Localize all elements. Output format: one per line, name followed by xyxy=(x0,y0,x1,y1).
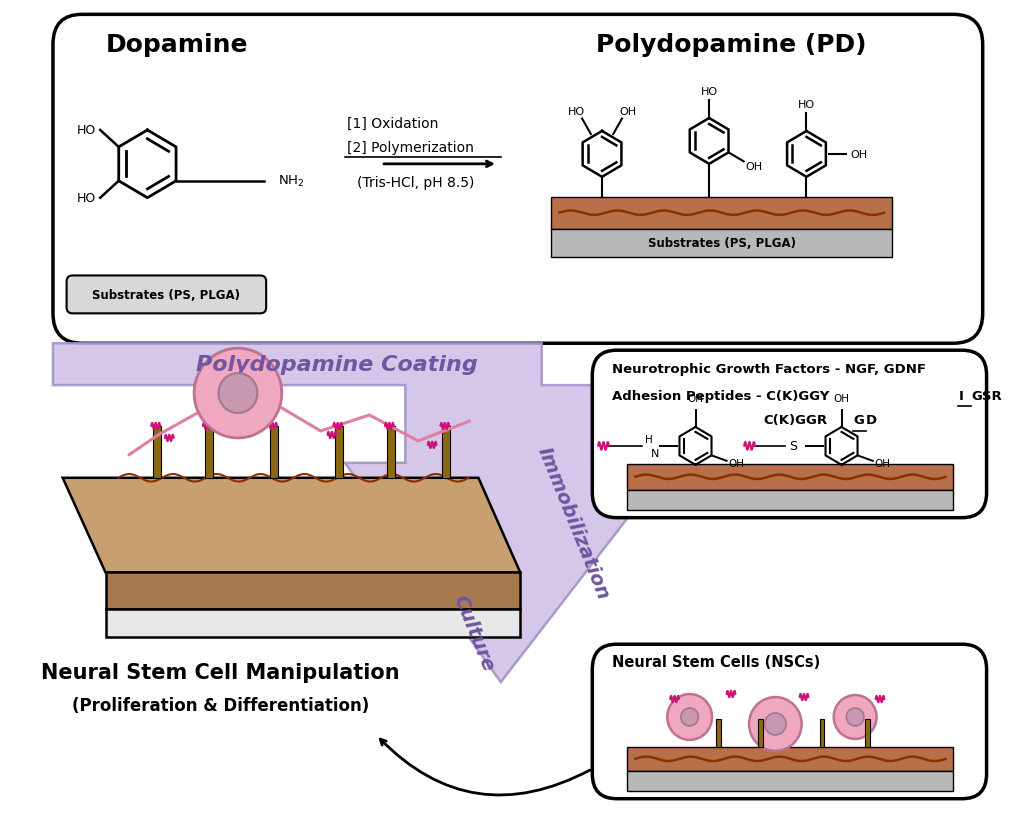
Text: OH: OH xyxy=(728,458,744,469)
Circle shape xyxy=(668,694,712,740)
Bar xyxy=(717,719,721,747)
Text: Immobilization: Immobilization xyxy=(534,444,612,602)
Text: D: D xyxy=(866,414,877,427)
Bar xyxy=(628,465,953,490)
Text: OH: OH xyxy=(620,107,637,117)
Text: Polydopamine (PD): Polydopamine (PD) xyxy=(596,33,866,57)
Bar xyxy=(865,719,870,747)
Polygon shape xyxy=(105,573,520,609)
Polygon shape xyxy=(105,609,520,638)
Circle shape xyxy=(834,696,877,739)
Text: S: S xyxy=(788,440,797,453)
Text: OH: OH xyxy=(745,161,763,171)
FancyBboxPatch shape xyxy=(592,644,986,799)
Text: Polydopamine Coating: Polydopamine Coating xyxy=(196,354,478,375)
Circle shape xyxy=(749,697,802,751)
FancyBboxPatch shape xyxy=(592,351,986,518)
Text: [1] Oxidation: [1] Oxidation xyxy=(347,117,438,131)
Text: HO: HO xyxy=(567,107,585,117)
Bar xyxy=(387,426,394,479)
Bar xyxy=(759,719,763,747)
Bar xyxy=(551,229,892,258)
Bar xyxy=(819,719,824,747)
Bar xyxy=(628,747,953,771)
Bar xyxy=(551,198,892,229)
Bar xyxy=(270,426,278,479)
Circle shape xyxy=(681,708,698,726)
Text: Substrates (PS, PLGA): Substrates (PS, PLGA) xyxy=(92,288,240,301)
Bar xyxy=(628,490,953,510)
Text: Adhesion Peptides - C(K)GGY: Adhesion Peptides - C(K)GGY xyxy=(611,389,829,402)
Text: N: N xyxy=(650,448,658,459)
Text: H: H xyxy=(645,435,652,445)
Text: C(K)GGR: C(K)GGR xyxy=(764,414,827,427)
FancyBboxPatch shape xyxy=(67,276,266,314)
Text: Substrates (PS, PLGA): Substrates (PS, PLGA) xyxy=(648,237,796,250)
Bar xyxy=(628,771,953,791)
Text: OH: OH xyxy=(850,150,867,160)
Polygon shape xyxy=(62,479,520,573)
Text: G: G xyxy=(853,414,864,427)
Circle shape xyxy=(195,349,282,438)
Text: Culture: Culture xyxy=(450,591,498,673)
Polygon shape xyxy=(53,344,670,682)
Text: (Tris-HCl, pH 8.5): (Tris-HCl, pH 8.5) xyxy=(356,176,474,190)
Circle shape xyxy=(218,373,257,413)
Text: OH: OH xyxy=(874,458,891,469)
Text: NH$_2$: NH$_2$ xyxy=(279,174,305,189)
Text: OH: OH xyxy=(834,393,850,403)
Text: GSR: GSR xyxy=(971,389,1001,402)
Text: HO: HO xyxy=(77,192,96,205)
Circle shape xyxy=(765,713,786,735)
FancyBboxPatch shape xyxy=(53,16,983,344)
Bar xyxy=(442,426,451,479)
Bar xyxy=(335,426,343,479)
Bar xyxy=(154,426,161,479)
Text: (Proliferation & Differentiation): (Proliferation & Differentiation) xyxy=(72,696,369,715)
Text: HO: HO xyxy=(700,87,718,97)
Text: Neural Stem Cells (NSCs): Neural Stem Cells (NSCs) xyxy=(611,654,820,669)
Circle shape xyxy=(847,708,864,726)
Text: HO: HO xyxy=(798,100,815,110)
Text: I: I xyxy=(958,389,964,402)
Text: HO: HO xyxy=(77,124,96,137)
Text: [2] Polymerization: [2] Polymerization xyxy=(347,141,474,155)
Text: OH: OH xyxy=(687,393,703,403)
Bar xyxy=(205,426,213,479)
Text: Neurotrophic Growth Factors - NGF, GDNF: Neurotrophic Growth Factors - NGF, GDNF xyxy=(611,362,926,375)
Text: Neural Stem Cell Manipulation: Neural Stem Cell Manipulation xyxy=(41,662,399,682)
Text: Dopamine: Dopamine xyxy=(105,33,248,57)
